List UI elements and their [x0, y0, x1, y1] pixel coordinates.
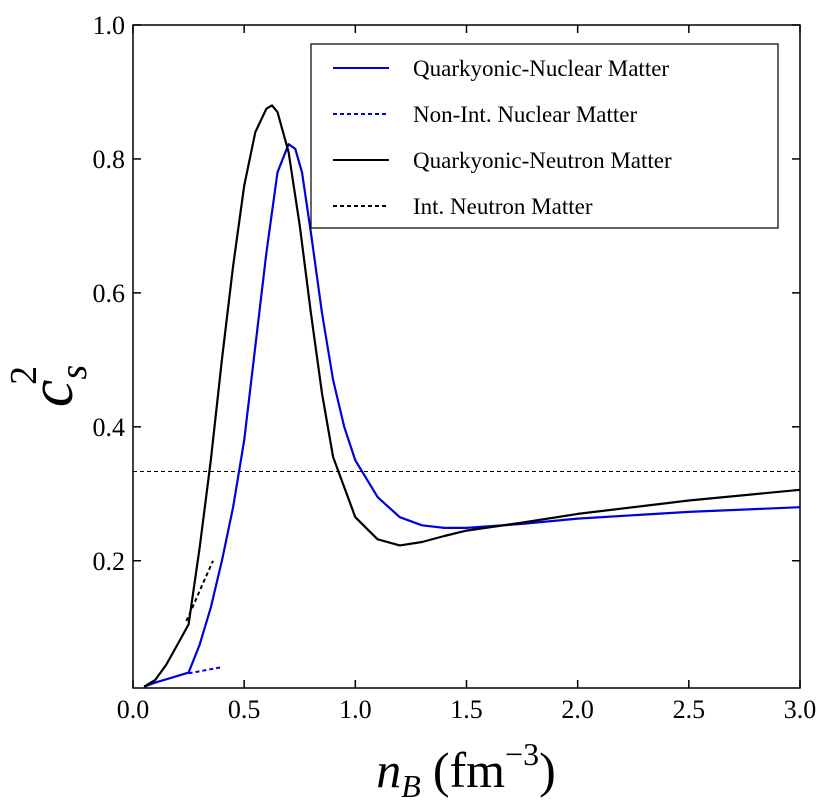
legend-label-int-neutron-matter: Int. Neutron Matter	[413, 194, 593, 219]
ticks-layer: 0.0 0.5 1.0 1.5 2.0 2.5 3.0 0.2 0.4 0.6 0.8 1.0	[93, 11, 817, 724]
x-tick-label: 0.5	[228, 695, 261, 724]
series-layer	[143, 104, 801, 688]
x-axis-label-exponent: −3	[505, 736, 539, 772]
y-tick-label: 0.2	[93, 547, 126, 576]
x-axis-label-main: n	[376, 742, 401, 798]
x-axis-label-subscript: B	[401, 768, 421, 804]
y-tick-label: 0.8	[93, 145, 126, 174]
x-axis-label-close: )	[539, 742, 556, 798]
x-tick-label: 1.0	[339, 695, 372, 724]
series-line-quarkyonic-nuclear-matter	[143, 143, 801, 688]
series-line-int-neutron-matter	[185, 560, 214, 622]
y-axis-label-main: c	[18, 380, 86, 408]
y-axis-label-subscript: s	[53, 365, 95, 380]
legend-box	[310, 43, 779, 229]
y-axis-label-superscript: 2	[3, 366, 45, 385]
x-axis-label-units: (fm	[433, 742, 505, 798]
x-axis-label: nB (fm−3)	[376, 736, 555, 804]
y-axis-label: cs2	[3, 365, 95, 407]
legend-label-quarkyonic-nuclear-matter: Quarkyonic-Nuclear Matter	[413, 56, 669, 81]
series-line-non-int-nuclear-matter	[188, 666, 223, 675]
y-tick-label: 0.6	[93, 279, 126, 308]
x-tick-label: 1.5	[450, 695, 483, 724]
legend: Quarkyonic-Nuclear Matter Non-Int. Nuclea…	[310, 43, 779, 229]
x-tick-label: 3.0	[784, 695, 817, 724]
y-tick-label: 0.4	[93, 413, 126, 442]
x-tick-label: 0.0	[117, 695, 150, 724]
y-tick-label: 1.0	[93, 11, 126, 40]
legend-label-quarkyonic-neutron-matter: Quarkyonic-Neutron Matter	[413, 148, 672, 173]
legend-label-non-int-nuclear-matter: Non-Int. Nuclear Matter	[413, 102, 638, 127]
x-tick-label: 2.0	[561, 695, 594, 724]
x-tick-label: 2.5	[673, 695, 706, 724]
series-line-quarkyonic-neutron-matter	[143, 104, 801, 688]
